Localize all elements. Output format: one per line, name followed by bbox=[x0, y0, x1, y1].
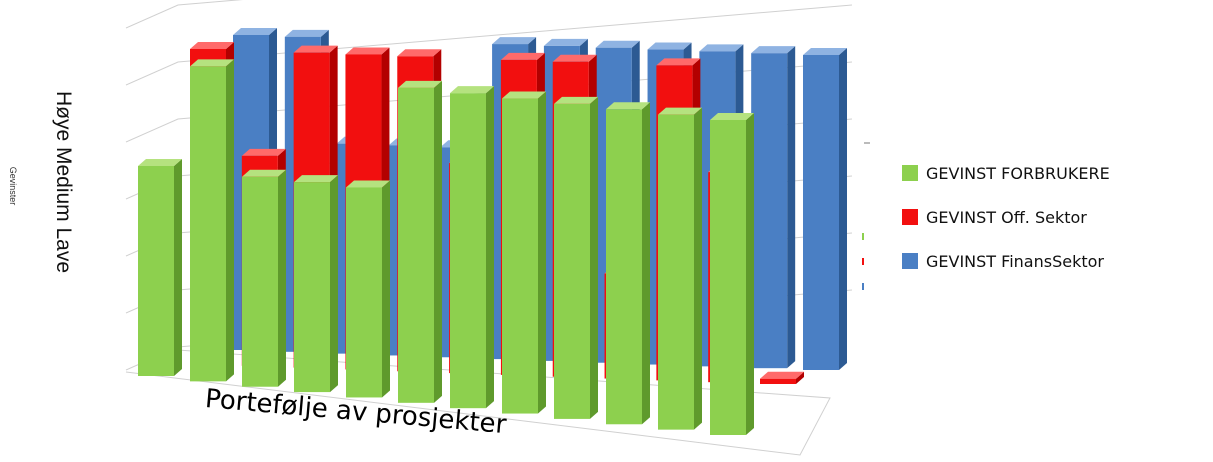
bar-side bbox=[538, 91, 546, 414]
bar-forbrukere bbox=[554, 96, 598, 419]
wall-tick bbox=[862, 258, 864, 265]
bar-front bbox=[554, 103, 590, 419]
legend-label: GEVINST FORBRUKERE bbox=[926, 164, 1110, 183]
bar-side bbox=[787, 46, 796, 369]
bar-top bbox=[543, 38, 588, 46]
bar-front bbox=[751, 53, 788, 369]
bar-forbrukere bbox=[606, 102, 650, 425]
legend-item: GEVINST Off. Sektor bbox=[902, 208, 1087, 227]
bar-forbrukere bbox=[138, 159, 182, 376]
bar-top bbox=[606, 102, 650, 110]
legend-label: GEVINST Off. Sektor bbox=[926, 208, 1087, 227]
bar-forbrukere bbox=[502, 91, 546, 414]
legend-swatch bbox=[902, 253, 918, 269]
bar-front bbox=[346, 187, 382, 398]
wall-tick bbox=[862, 283, 864, 290]
bar-top bbox=[233, 28, 277, 35]
bar-forbrukere bbox=[294, 175, 338, 393]
bar-finanssektor bbox=[751, 46, 796, 369]
bar-off-sektor bbox=[760, 371, 804, 384]
bar-top bbox=[346, 180, 390, 188]
bar-side bbox=[434, 80, 442, 403]
legend-item: GEVINST FinansSektor bbox=[902, 252, 1104, 271]
bar-side bbox=[278, 169, 286, 387]
bar-top bbox=[294, 175, 338, 183]
bar-side bbox=[226, 59, 234, 382]
bar-finanssektor bbox=[803, 48, 847, 370]
bar-top bbox=[710, 113, 754, 120]
y-axis-sublabel: Gevinster bbox=[8, 167, 18, 206]
bar-side bbox=[590, 96, 598, 419]
bar-front bbox=[760, 378, 796, 384]
legend-swatch bbox=[902, 165, 918, 181]
bar-top bbox=[760, 371, 804, 379]
legend-label: GEVINST FinansSektor bbox=[926, 252, 1104, 271]
bar-top bbox=[284, 29, 329, 37]
bar-top bbox=[500, 52, 545, 60]
bar-front bbox=[606, 109, 642, 425]
bar-side bbox=[642, 102, 650, 425]
gridline bbox=[125, 0, 244, 29]
bar-top bbox=[552, 54, 597, 62]
bar-forbrukere bbox=[242, 169, 286, 387]
bar-top bbox=[293, 45, 338, 53]
right-wall-ticks bbox=[862, 142, 870, 290]
bar-top bbox=[658, 107, 702, 115]
bar-front bbox=[450, 93, 486, 409]
bar-side bbox=[382, 180, 390, 398]
bar-front bbox=[398, 87, 434, 403]
bar-top bbox=[397, 49, 442, 57]
bar-side bbox=[746, 113, 754, 435]
bar-top bbox=[647, 42, 692, 50]
bar-top bbox=[656, 58, 701, 66]
bar-front bbox=[190, 66, 226, 382]
bar-side bbox=[839, 48, 847, 370]
bar-side bbox=[330, 175, 338, 393]
bar-top bbox=[398, 80, 442, 88]
bar-forbrukere bbox=[398, 80, 442, 403]
bar-top bbox=[554, 96, 598, 104]
bar-side bbox=[174, 159, 182, 376]
bar-forbrukere bbox=[450, 86, 494, 409]
bar-front bbox=[658, 114, 694, 430]
bar-front bbox=[803, 55, 839, 370]
bar-top bbox=[345, 47, 390, 55]
bar-top bbox=[751, 46, 796, 54]
bar-top bbox=[242, 169, 286, 177]
bar-top bbox=[492, 37, 537, 45]
bar-forbrukere bbox=[658, 107, 702, 430]
bars bbox=[138, 28, 847, 435]
gridline bbox=[125, 4, 853, 86]
bar-top bbox=[502, 91, 546, 99]
bar-front bbox=[710, 120, 746, 435]
y-axis-label: Høye Medium Lave bbox=[52, 91, 75, 273]
bar-front bbox=[502, 98, 538, 414]
bar-front bbox=[138, 166, 174, 376]
bar-side bbox=[486, 86, 494, 409]
bar-top bbox=[699, 44, 744, 52]
bar-top bbox=[190, 42, 234, 49]
wall-tick bbox=[862, 233, 864, 240]
bar-top bbox=[450, 86, 494, 94]
legend: GEVINST FORBRUKERE GEVINST Off. Sektor GEV… bbox=[902, 164, 1110, 271]
bar-front bbox=[294, 182, 330, 393]
legend-swatch bbox=[902, 209, 918, 225]
legend-item: GEVINST FORBRUKERE bbox=[902, 164, 1110, 183]
bar-top bbox=[241, 148, 286, 156]
bar-side bbox=[796, 371, 804, 384]
bar-forbrukere bbox=[710, 113, 754, 435]
bar-top bbox=[595, 40, 640, 48]
bar-front bbox=[242, 176, 278, 387]
bar-side bbox=[694, 107, 702, 430]
bar-top bbox=[803, 48, 847, 55]
bar-forbrukere bbox=[346, 180, 390, 398]
bar-top bbox=[138, 159, 182, 166]
bar-forbrukere bbox=[190, 59, 234, 382]
bar-top bbox=[190, 59, 234, 67]
